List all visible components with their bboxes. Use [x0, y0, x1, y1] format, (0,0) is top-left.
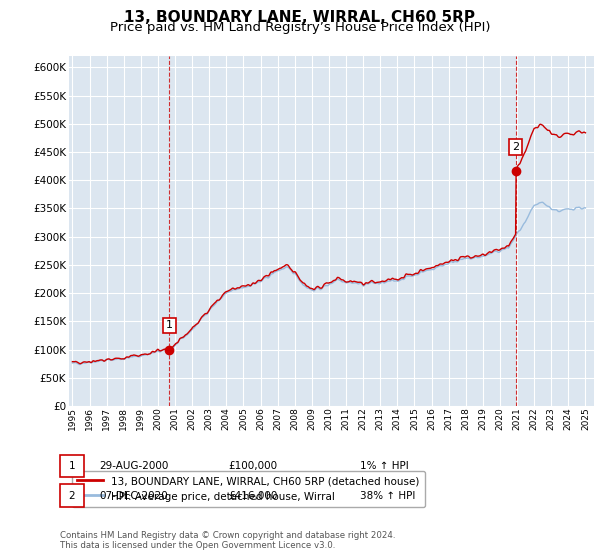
Legend: 13, BOUNDARY LANE, WIRRAL, CH60 5RP (detached house), HPI: Average price, detach: 13, BOUNDARY LANE, WIRRAL, CH60 5RP (det… — [71, 471, 425, 507]
Text: 1: 1 — [166, 320, 173, 330]
Text: 2: 2 — [512, 142, 519, 152]
Text: 1% ↑ HPI: 1% ↑ HPI — [360, 461, 409, 471]
Text: Contains HM Land Registry data © Crown copyright and database right 2024.
This d: Contains HM Land Registry data © Crown c… — [60, 531, 395, 550]
Text: 2: 2 — [68, 491, 76, 501]
Text: 13, BOUNDARY LANE, WIRRAL, CH60 5RP: 13, BOUNDARY LANE, WIRRAL, CH60 5RP — [125, 10, 476, 25]
Text: £416,000: £416,000 — [228, 491, 277, 501]
Text: Price paid vs. HM Land Registry’s House Price Index (HPI): Price paid vs. HM Land Registry’s House … — [110, 21, 490, 34]
Text: 07-DEC-2020: 07-DEC-2020 — [99, 491, 168, 501]
Text: 29-AUG-2000: 29-AUG-2000 — [99, 461, 169, 471]
Text: 38% ↑ HPI: 38% ↑ HPI — [360, 491, 415, 501]
Text: 1: 1 — [68, 461, 76, 471]
Text: £100,000: £100,000 — [228, 461, 277, 471]
